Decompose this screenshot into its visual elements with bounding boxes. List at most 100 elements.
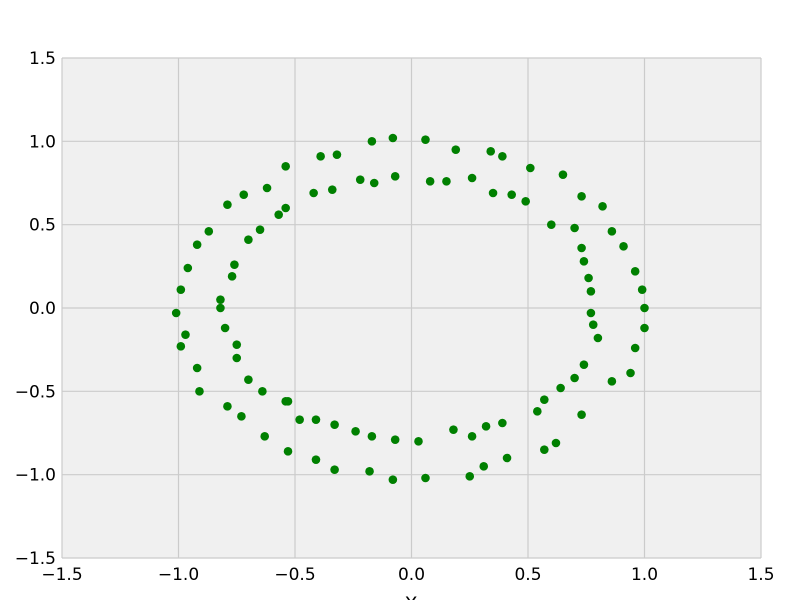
data-point <box>316 152 325 161</box>
data-point <box>216 295 225 304</box>
data-point <box>488 188 498 198</box>
data-point <box>351 427 360 436</box>
data-point <box>479 462 489 471</box>
data-point <box>584 273 593 283</box>
x-tick-label: −0.5 <box>274 565 315 585</box>
data-point <box>176 342 186 351</box>
x-tick-label: −1.0 <box>158 565 199 585</box>
y-tick-label: 1.5 <box>29 49 56 69</box>
data-point <box>244 235 253 244</box>
data-point <box>507 190 516 199</box>
data-point <box>227 272 237 281</box>
data-point <box>388 475 398 484</box>
x-tick-label: −1.5 <box>41 565 82 585</box>
data-point <box>258 387 267 396</box>
data-point <box>274 210 283 219</box>
data-point <box>607 227 617 236</box>
data-point <box>311 415 321 424</box>
data-point <box>171 308 181 318</box>
data-point <box>540 445 549 454</box>
data-point <box>332 150 342 159</box>
data-point <box>239 190 249 199</box>
data-point <box>281 203 290 213</box>
data-point <box>467 173 477 183</box>
data-point <box>369 178 379 188</box>
data-point <box>451 145 461 154</box>
data-point <box>281 397 290 406</box>
data-point <box>223 200 232 209</box>
data-point <box>465 472 475 481</box>
x-axis-title: X <box>404 593 417 600</box>
data-point <box>640 303 649 313</box>
data-point <box>570 373 579 383</box>
data-point <box>521 197 530 206</box>
data-point <box>481 422 491 431</box>
data-point <box>390 435 400 444</box>
data-point <box>260 432 270 441</box>
y-tick-label: 1.0 <box>29 132 56 152</box>
data-point <box>486 147 496 156</box>
data-point <box>630 267 640 276</box>
data-point <box>577 243 586 253</box>
data-point <box>533 407 542 416</box>
x-tick-labels: −1.5 −1.0 −0.5 0.0 0.5 1.0 1.5 <box>41 565 774 585</box>
data-point <box>577 410 586 419</box>
data-point <box>502 453 512 463</box>
data-point <box>570 223 579 233</box>
data-point <box>367 432 377 441</box>
data-point <box>281 162 290 171</box>
data-point <box>498 152 507 161</box>
data-point <box>577 192 586 201</box>
y-tick-label: 0.5 <box>29 216 56 236</box>
data-point <box>216 303 225 313</box>
data-point <box>547 220 556 229</box>
data-point <box>330 465 339 474</box>
data-point <box>311 455 321 464</box>
data-point <box>421 473 430 483</box>
y-tick-label: −0.5 <box>15 382 56 402</box>
data-point <box>192 363 202 373</box>
data-point <box>283 447 293 456</box>
data-point <box>230 260 239 269</box>
data-point <box>388 133 398 143</box>
data-point <box>330 420 339 429</box>
data-point <box>295 415 304 424</box>
data-point <box>556 383 565 393</box>
y-tick-label: −1.0 <box>15 466 56 486</box>
y-tick-labels: −1.5 −1.0 −0.5 0.0 0.5 1.0 1.5 <box>15 49 56 569</box>
data-point <box>425 177 435 186</box>
data-point <box>558 170 568 179</box>
x-tick-label: 1.5 <box>747 565 774 585</box>
data-point <box>586 287 596 296</box>
data-point <box>640 323 649 333</box>
data-point <box>355 175 365 184</box>
data-point <box>309 188 318 198</box>
data-point <box>192 240 202 249</box>
data-point <box>244 375 253 384</box>
data-point <box>607 377 617 386</box>
data-point <box>183 263 193 273</box>
data-point <box>232 353 242 363</box>
data-point <box>579 360 589 369</box>
x-tick-label: 0.0 <box>398 565 425 585</box>
data-point <box>255 225 265 234</box>
data-point <box>414 437 423 446</box>
data-point <box>176 285 186 294</box>
data-point <box>390 172 400 181</box>
data-point <box>232 340 242 349</box>
data-point <box>327 185 337 194</box>
data-point <box>540 395 549 404</box>
y-tick-label: 0.0 <box>29 299 56 319</box>
data-point <box>579 257 589 266</box>
data-point <box>262 183 272 193</box>
data-point <box>588 320 598 329</box>
data-point <box>367 137 377 146</box>
data-point <box>204 227 214 236</box>
data-point <box>637 285 647 294</box>
x-tick-label: 0.5 <box>514 565 541 585</box>
data-point <box>220 323 230 333</box>
data-point <box>551 438 561 448</box>
data-point <box>586 308 596 318</box>
data-point <box>223 402 232 411</box>
